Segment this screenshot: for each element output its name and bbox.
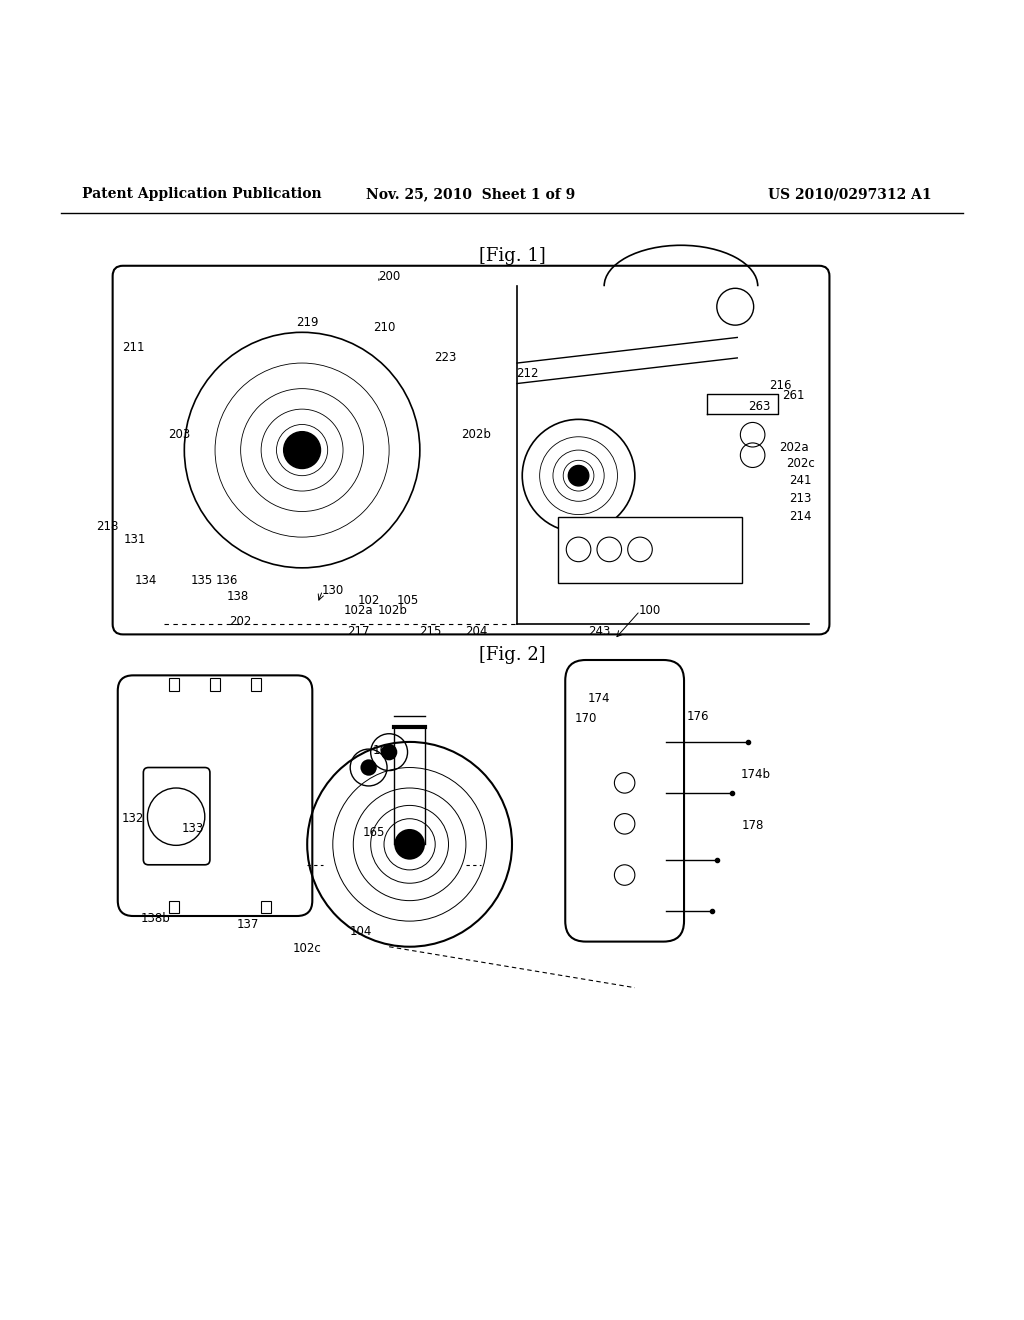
Text: 261: 261	[782, 389, 805, 403]
Text: 132: 132	[122, 812, 144, 825]
Text: 102a: 102a	[344, 605, 373, 618]
Circle shape	[394, 829, 425, 859]
Text: 135: 135	[190, 574, 213, 586]
Text: 104: 104	[349, 925, 372, 937]
Text: 200: 200	[378, 269, 400, 282]
Text: 134: 134	[134, 574, 157, 586]
Text: 210: 210	[373, 321, 395, 334]
Bar	[169, 678, 179, 690]
Text: 176: 176	[687, 710, 710, 723]
Text: [Fig. 2]: [Fig. 2]	[478, 645, 546, 664]
Text: 178: 178	[741, 820, 764, 833]
Text: 215: 215	[419, 624, 441, 638]
FancyBboxPatch shape	[143, 767, 210, 865]
Text: 263: 263	[749, 400, 771, 413]
Bar	[558, 516, 742, 583]
Text: 202: 202	[229, 615, 252, 627]
Text: 211: 211	[122, 341, 144, 354]
Text: 174: 174	[588, 693, 610, 705]
Text: 174b: 174b	[740, 768, 771, 781]
Text: 102c: 102c	[293, 942, 322, 956]
Text: [Fig. 1]: [Fig. 1]	[478, 247, 546, 264]
Text: 219: 219	[296, 315, 318, 329]
Text: 217: 217	[347, 624, 370, 638]
Text: 203: 203	[168, 428, 190, 441]
Bar	[261, 900, 271, 913]
Text: 214: 214	[790, 510, 812, 523]
Text: 218: 218	[96, 520, 119, 533]
Text: 212: 212	[516, 367, 539, 380]
Text: US 2010/0297312 A1: US 2010/0297312 A1	[768, 187, 932, 201]
Text: 216: 216	[769, 379, 792, 392]
Text: 102b: 102b	[377, 605, 408, 618]
Text: 131: 131	[124, 533, 146, 545]
Text: Patent Application Publication: Patent Application Publication	[82, 187, 322, 201]
Text: 100: 100	[639, 605, 662, 618]
Text: 202c: 202c	[786, 457, 815, 470]
Text: 138: 138	[226, 590, 249, 603]
Text: 223: 223	[434, 351, 457, 364]
Text: 241: 241	[790, 474, 812, 487]
Text: 202b: 202b	[461, 428, 492, 441]
Text: 133: 133	[181, 822, 204, 836]
FancyBboxPatch shape	[565, 660, 684, 941]
Text: 137: 137	[237, 917, 259, 931]
Text: 165: 165	[362, 825, 385, 838]
Text: 130: 130	[322, 583, 344, 597]
Text: 105: 105	[396, 594, 419, 607]
Text: 164: 164	[373, 743, 395, 756]
Text: 102: 102	[357, 594, 380, 607]
Text: 204: 204	[465, 624, 487, 638]
Circle shape	[568, 466, 589, 486]
Text: 136: 136	[216, 574, 239, 586]
Text: 170: 170	[574, 711, 597, 725]
FancyBboxPatch shape	[118, 676, 312, 916]
Bar	[169, 900, 179, 913]
FancyBboxPatch shape	[113, 265, 829, 635]
Circle shape	[381, 744, 397, 760]
Text: 202a: 202a	[779, 441, 808, 454]
Text: Nov. 25, 2010  Sheet 1 of 9: Nov. 25, 2010 Sheet 1 of 9	[367, 187, 575, 201]
Bar	[210, 678, 220, 690]
Text: 138b: 138b	[140, 912, 171, 924]
Circle shape	[284, 432, 321, 469]
Text: 243: 243	[588, 624, 610, 638]
Circle shape	[360, 759, 377, 776]
Bar	[251, 678, 261, 690]
Text: 213: 213	[790, 492, 812, 504]
